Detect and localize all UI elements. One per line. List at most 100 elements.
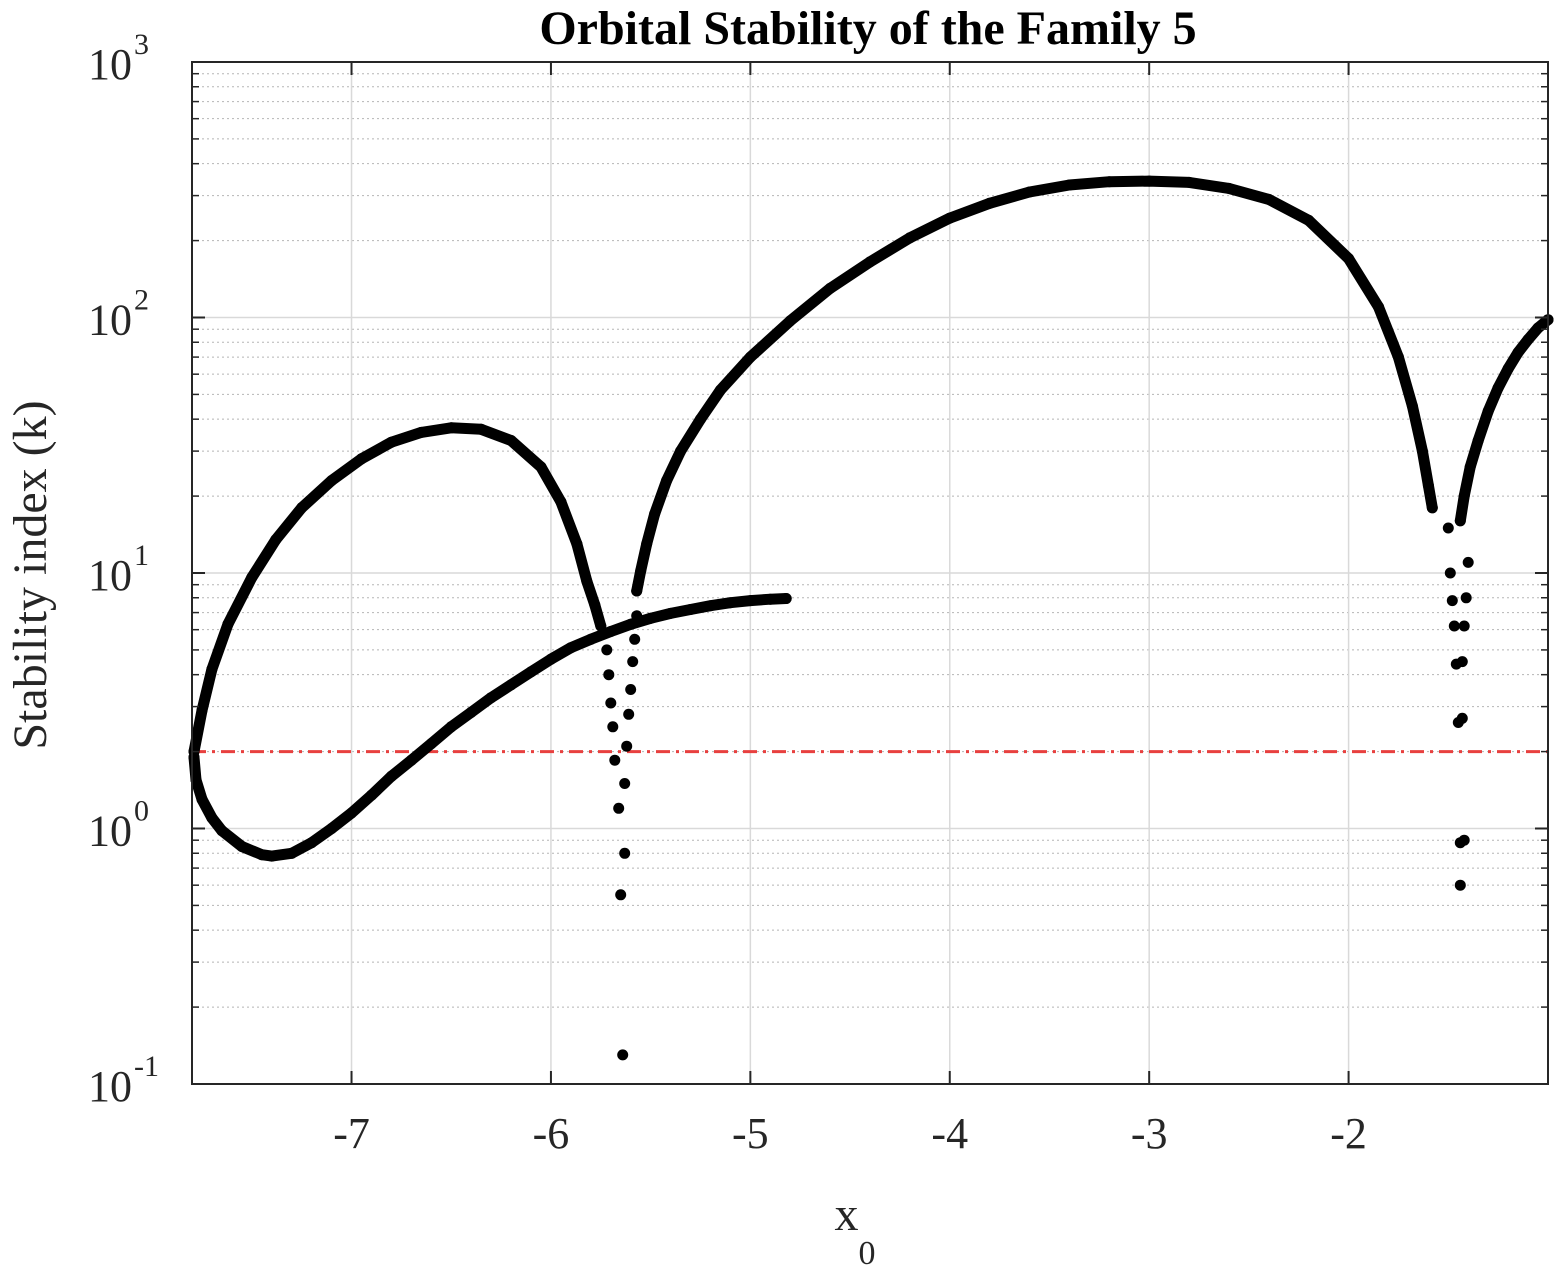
data-point [465,706,477,718]
data-point [627,656,639,668]
data-point [296,502,308,514]
axis-ticks [192,61,1548,1085]
data-point [1446,595,1458,607]
data-point [222,618,234,630]
y-tick-label: 10 -1 [88,1050,159,1111]
data-point [571,538,583,550]
data-point [724,597,736,609]
data-point [356,453,367,465]
data-point [1303,214,1315,226]
data-point [625,618,637,630]
data-point [649,508,661,520]
y-tick-exponent: 2 [134,284,149,317]
data-point [1456,712,1468,724]
data-point [944,212,956,224]
data-point [326,475,338,487]
data-point [601,644,613,656]
data-point [581,575,593,587]
data-point [1464,461,1476,473]
x-tick-labels: -7 -6 -5 -4 -3 -2 [333,1109,1367,1158]
y-tick-exponent: -1 [134,1050,159,1083]
data-point [631,610,643,622]
data-point [326,823,338,834]
data-point [1458,490,1470,502]
x-tick-label: -3 [1131,1109,1168,1158]
data-point [744,595,756,607]
data-point [196,793,208,805]
y-tick-label: 10 0 [88,795,149,856]
data-point [1442,522,1454,534]
data-point [1454,515,1466,527]
y-tick-base: 10 [88,807,132,856]
y-tick-base: 10 [88,40,132,89]
series-right-branch [1454,314,1554,527]
data-point [475,423,487,435]
data-point [236,841,248,852]
data-point [1373,301,1384,313]
data-point [619,778,631,789]
data-point [625,684,637,695]
data-point [864,256,876,268]
data-point [1343,253,1355,265]
data-point [1458,620,1470,632]
data-point [505,679,517,691]
data-point [1502,363,1514,375]
data-point [675,445,687,457]
data-point [607,721,619,733]
data-point [545,653,557,665]
x-tick-label: -7 [333,1109,370,1158]
y-tick-base: 10 [88,296,132,345]
data-point [1392,351,1404,363]
data-point [190,774,202,786]
data-point [1532,322,1544,334]
y-axis-label: Stability index (k) [4,400,57,749]
data-point [206,812,218,824]
data-point [1143,175,1155,187]
data-point [535,461,547,473]
data-point [665,607,677,619]
data-point [366,789,377,801]
data-point [784,315,796,327]
data-point [641,538,653,550]
data-point [1183,176,1195,188]
data-point [764,593,776,605]
data-point [1422,480,1434,491]
chart-title: Orbital Stability of the Family 5 [539,2,1196,55]
data-point [824,282,836,294]
data-point [246,572,258,583]
data-point [621,740,633,752]
data-point [714,384,726,396]
data-point [525,666,537,678]
data-point [206,663,218,675]
data-point [629,633,641,645]
data-point [266,850,278,862]
x-tick-label: -4 [931,1109,968,1158]
x-axis-label: x0 [835,1188,876,1270]
y-tick-exponent: 1 [134,539,149,572]
data-point [744,351,756,363]
data-point [306,837,318,849]
x-tick-label: -5 [732,1109,769,1158]
data-point [1416,445,1428,457]
data-point [619,847,631,859]
y-tick-label: 10 2 [88,284,149,345]
data-point [635,565,647,577]
data-point [661,475,673,487]
data-point [445,422,457,434]
data-point [1024,186,1035,198]
data-point [1448,620,1460,632]
data-point [1456,656,1468,668]
data-point [196,704,208,716]
data-point [1103,176,1115,188]
data-point [1462,556,1474,568]
data-point [1406,400,1418,412]
data-point [645,612,657,624]
grid [192,61,1548,1085]
data-point [623,708,635,720]
y-tick-exponent: 3 [134,28,149,61]
y-tick-label: 10 3 [88,28,149,89]
data-point [485,692,497,704]
data-point [385,436,397,448]
